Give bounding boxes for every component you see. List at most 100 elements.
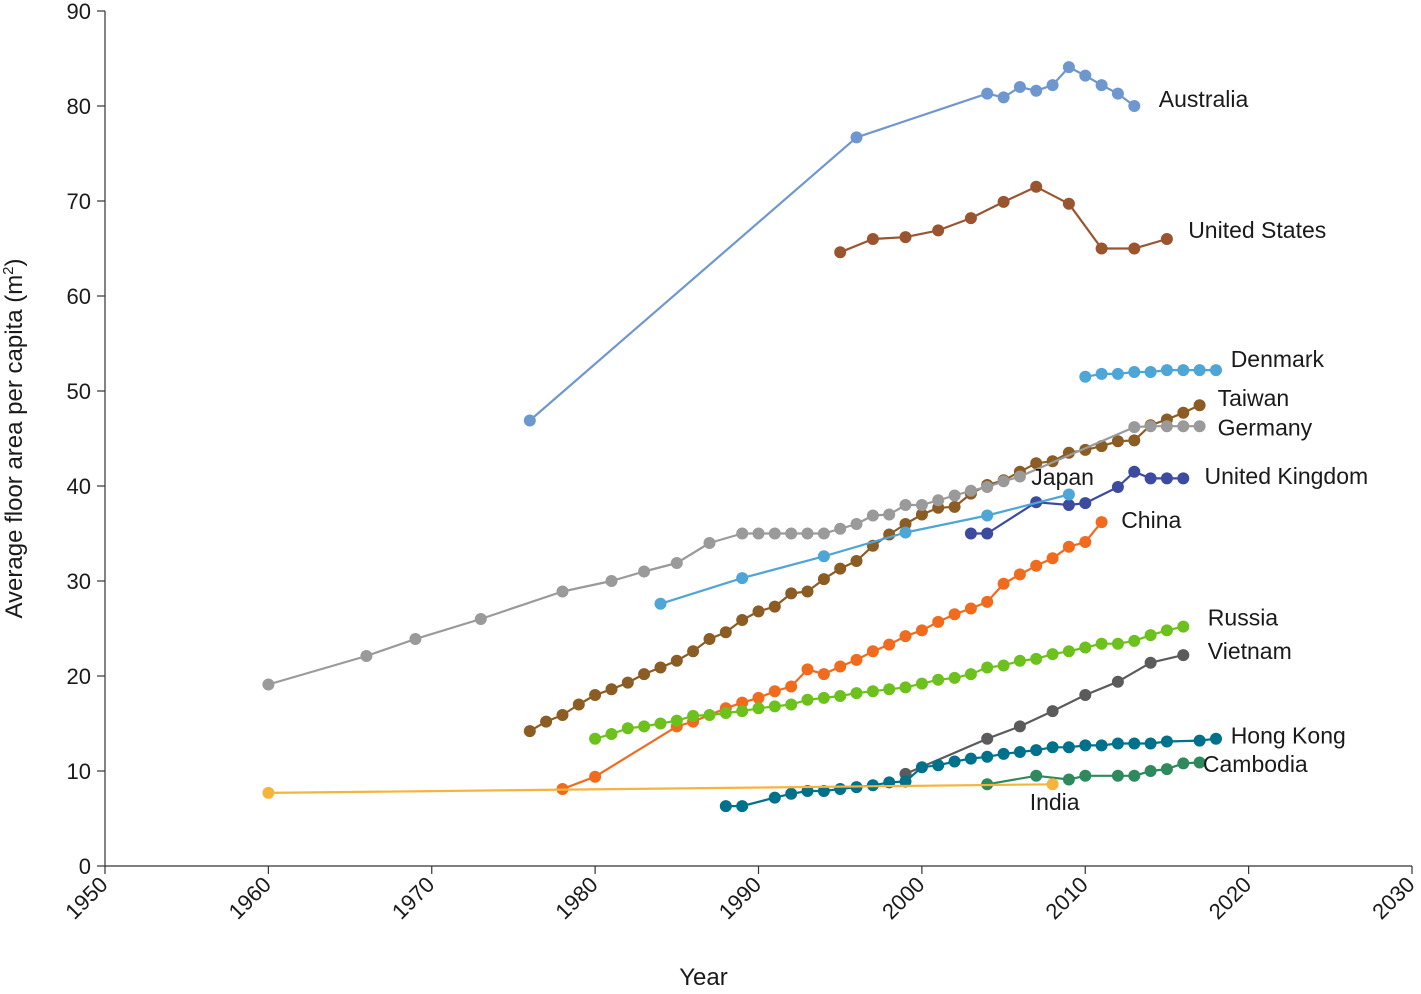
data-point-russia (703, 709, 716, 721)
data-point-japan (817, 550, 830, 563)
data-point-china (785, 680, 798, 693)
series-label-germany: Germany (1218, 415, 1313, 441)
data-point-australia (1095, 79, 1108, 92)
data-point-germany (997, 475, 1010, 488)
data-point-japan (654, 597, 667, 610)
series-line-vietnam (905, 654, 1184, 775)
data-point-russia (997, 659, 1010, 672)
y-axis-ticks: 0 10 20 30 40 50 60 70 80 90 (67, 0, 105, 879)
x-axis-ticks: 1950 1960 1970 1980 1990 2000 2010 2020 2030 (60, 866, 1420, 924)
y-axis-title-suffix: ) (1, 258, 28, 266)
series-united-kingdom (964, 465, 1190, 540)
data-point-china (948, 608, 961, 621)
data-point-japan (981, 509, 994, 522)
data-point-china (850, 653, 863, 666)
data-point-hong-kong (1111, 737, 1124, 750)
data-point-germany (360, 650, 373, 662)
data-point-united-kingdom (1144, 472, 1157, 485)
x-axis-title: Year (679, 964, 728, 989)
series-label-hong-kong: Hong Kong (1231, 723, 1346, 749)
data-point-cambodia (1128, 769, 1141, 782)
data-point-japan (1062, 488, 1075, 501)
y-tick-label: 50 (67, 379, 91, 404)
data-point-united-states (1095, 242, 1108, 255)
series-line-china (562, 521, 1103, 791)
data-point-russia (866, 685, 879, 698)
data-point-hong-kong (964, 752, 977, 765)
data-point-united-kingdom (1111, 481, 1124, 493)
data-point-australia (1062, 61, 1075, 74)
data-point-united-kingdom (964, 527, 977, 540)
data-point-germany (736, 527, 749, 540)
y-tick-label: 90 (67, 0, 91, 24)
series-line-united-kingdom (970, 470, 1184, 535)
data-point-united-kingdom (1079, 497, 1092, 510)
x-tick-label: 1970 (387, 872, 439, 924)
data-point-hong-kong (1095, 739, 1108, 752)
series-label-united-kingdom: United Kingdom (1205, 463, 1369, 489)
data-point-hong-kong (834, 783, 847, 795)
data-point-russia (638, 720, 651, 733)
series-line-india (268, 783, 1053, 794)
x-tick-label: 1960 (224, 872, 276, 924)
data-point-united-states (834, 246, 847, 259)
data-point-denmark (1193, 364, 1206, 377)
data-point-taiwan (785, 587, 798, 600)
data-point-taiwan (605, 683, 618, 696)
data-point-germany (670, 557, 683, 569)
data-point-germany (703, 537, 716, 549)
series-label-cambodia: Cambodia (1203, 751, 1308, 777)
data-point-germany (899, 499, 912, 511)
data-point-china (1095, 516, 1108, 529)
data-point-united-states (964, 212, 977, 225)
x-tick-label: 1950 (60, 872, 112, 924)
data-point-hong-kong (1013, 746, 1026, 758)
data-point-russia (1177, 620, 1190, 633)
y-tick-label: 20 (67, 664, 91, 689)
data-point-germany (474, 613, 487, 625)
data-point-australia (997, 91, 1010, 104)
data-point-germany (1193, 420, 1206, 433)
series-label-taiwan: Taiwan (1218, 385, 1290, 411)
data-point-russia (1111, 637, 1124, 650)
data-point-australia (1128, 100, 1141, 112)
data-point-hong-kong (948, 755, 961, 768)
data-point-russia (817, 691, 830, 704)
data-point-australia (1013, 81, 1026, 93)
data-point-australia (1046, 79, 1059, 92)
data-point-hong-kong (1079, 739, 1092, 752)
data-point-vietnam (1046, 705, 1059, 718)
series-australia (523, 61, 1141, 427)
data-point-united-states (1062, 197, 1075, 210)
data-point-hong-kong (981, 750, 994, 763)
series-germany (262, 420, 1206, 691)
data-point-china (981, 595, 994, 608)
data-point-russia (621, 722, 634, 735)
x-tick-label: 1980 (550, 872, 602, 924)
data-point-russia (1128, 634, 1141, 647)
x-tick-label: 1990 (714, 872, 766, 924)
data-point-taiwan (703, 633, 716, 645)
data-point-australia (981, 87, 994, 100)
data-point-russia (670, 714, 683, 727)
data-point-germany (817, 527, 830, 540)
data-point-cambodia (1062, 773, 1075, 786)
data-point-russia (834, 690, 847, 702)
data-point-china (866, 645, 879, 658)
data-point-russia (1144, 629, 1157, 642)
y-axis-title-superscript: 2 (0, 266, 17, 274)
y-axis-title-text: Average floor area per capita (m (1, 275, 28, 619)
data-point-russia (899, 681, 912, 694)
data-point-russia (801, 693, 814, 706)
data-point-china (801, 663, 814, 676)
data-point-germany (1128, 421, 1141, 434)
data-point-taiwan (915, 508, 928, 521)
data-point-hong-kong (736, 800, 749, 813)
data-point-russia (605, 728, 618, 740)
data-point-denmark (1210, 364, 1222, 377)
data-point-china (589, 770, 602, 783)
data-point-united-kingdom (1160, 472, 1173, 485)
data-point-hong-kong (1030, 744, 1043, 757)
data-point-taiwan (589, 689, 602, 701)
data-point-denmark (1144, 366, 1157, 378)
